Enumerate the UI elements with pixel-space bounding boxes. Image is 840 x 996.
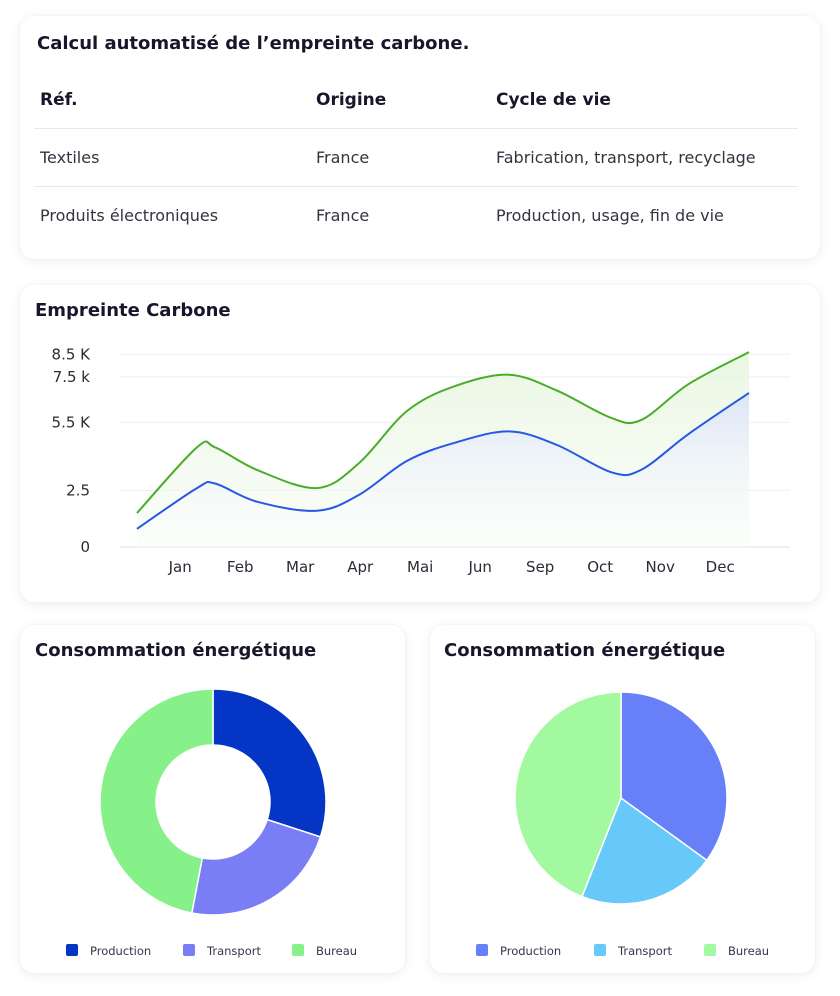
table-title: Calcul automatisé de l’empreinte carbone…	[37, 33, 470, 54]
legend-label: Production	[90, 944, 151, 958]
legend-swatch	[66, 944, 78, 956]
cell-ref: Textiles	[34, 128, 310, 187]
x-tick-label: Jan	[168, 558, 192, 576]
x-tick-label: Mai	[407, 558, 433, 576]
x-tick-label: Mar	[286, 558, 315, 576]
y-tick-label: 8.5 K	[52, 345, 92, 363]
pie-slice-production	[620, 691, 728, 862]
energy-donut-chart-card: Consommation énergétique Production Trans…	[20, 625, 405, 973]
legend-swatch	[476, 944, 488, 956]
series-line-upper	[136, 351, 750, 514]
chart-title: Consommation énergétique	[35, 640, 317, 661]
cell-origin: France	[310, 128, 490, 187]
x-tick-label: Jun	[467, 558, 491, 576]
x-tick-label: Feb	[227, 558, 254, 576]
table-header-row: Réf. Origine Cycle de vie	[34, 74, 798, 129]
pie-slice-production	[212, 688, 327, 838]
chart-title: Consommation énergétique	[444, 640, 726, 661]
pie-slice-bureau	[514, 691, 622, 898]
carbon-footprint-chart: 0 2.5 5.5 K 7.5 k 8.5 K Jan Feb Mar Apr Mai Jun Sep…	[52, 345, 790, 576]
x-tick-label: Sep	[526, 558, 554, 576]
table-row: Textiles France Fabrication, transport, …	[34, 128, 798, 187]
series-line-lower	[136, 392, 750, 530]
y-tick-label: 5.5 K	[52, 413, 92, 431]
series-area-lower	[137, 392, 749, 547]
y-tick-label: 2.5	[66, 481, 90, 499]
x-tick-label: Dec	[706, 558, 735, 576]
x-tick-label: Apr	[347, 558, 374, 576]
cell-origin: France	[316, 206, 370, 225]
energy-pie-chart: Production Transport Bureau	[476, 691, 769, 958]
pie-slice-transport	[190, 818, 322, 916]
legend-label: Bureau	[728, 944, 769, 958]
pie-slice-transport	[581, 796, 708, 905]
y-tick-label: 7.5 k	[53, 368, 91, 386]
x-tick-label: Nov	[646, 558, 675, 576]
column-header-lifecycle: Cycle de vie	[490, 74, 798, 129]
cell-lifecycle: Fabrication, transport, recyclage	[490, 128, 798, 187]
legend-label: Bureau	[316, 944, 357, 958]
cell-lifecycle: Production, usage, fin de vie	[496, 206, 724, 225]
legend-label: Transport	[617, 944, 672, 958]
energy-donut-chart: Production Transport Bureau	[66, 688, 357, 958]
column-header-origin: Origine	[310, 74, 490, 129]
reference-table: Réf. Origine Cycle de vie Textiles Franc…	[34, 74, 798, 244]
table-row: Produits électroniques France Production…	[34, 187, 798, 245]
pie-slice-bureau	[99, 688, 214, 914]
x-tick-label: Oct	[587, 558, 613, 576]
column-header-ref: Réf.	[34, 74, 310, 129]
legend-swatch	[183, 944, 195, 956]
legend-label: Production	[500, 944, 561, 958]
chart-title: Empreinte Carbone	[35, 300, 231, 321]
legend-swatch	[704, 944, 716, 956]
carbon-footprint-chart-card: Empreinte Carbone 0 2.5 5.5 K 7.5 k 8.5 K Jan…	[20, 285, 820, 602]
legend-label: Transport	[206, 944, 261, 958]
y-tick-label: 0	[80, 538, 90, 556]
reference-table-card: Calcul automatisé de l’empreinte carbone…	[20, 16, 820, 259]
energy-pie-chart-card: Consommation énergétique Production Trans…	[430, 625, 815, 973]
cell-ref: Produits électroniques	[40, 206, 219, 225]
legend-swatch	[292, 944, 304, 956]
legend-swatch	[594, 944, 606, 956]
